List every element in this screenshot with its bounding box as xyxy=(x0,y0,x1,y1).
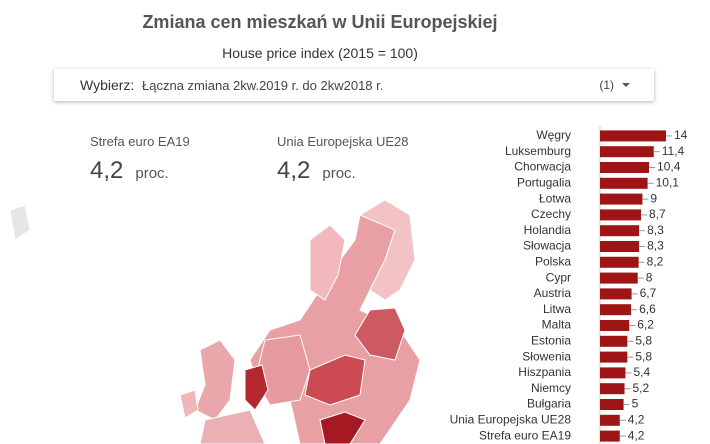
value-label: 8,2 xyxy=(647,254,664,268)
category-label: Unia Europejska UE28 xyxy=(450,412,572,426)
category-label: Litwa xyxy=(543,302,571,316)
bar xyxy=(600,430,620,442)
kpi-value: 4,2 xyxy=(277,157,311,184)
value-label: 5,4 xyxy=(633,365,650,379)
category-label: Słowenia xyxy=(522,349,571,363)
category-label: Łotwa xyxy=(539,191,571,205)
subtitle: House price index (2015 = 100) xyxy=(222,45,418,61)
map-region xyxy=(179,389,199,419)
bar xyxy=(600,351,628,363)
value-label: 8,7 xyxy=(649,207,666,221)
map-region xyxy=(244,364,269,411)
category-label: Chorwacja xyxy=(514,160,571,174)
category-label: Luksemburg xyxy=(505,144,571,158)
kpi-unit: proc. xyxy=(322,165,356,182)
map-region xyxy=(9,204,31,241)
filter-value: Łączna zmiana 2kw.2019 r. do 2kw2018 r. xyxy=(142,78,384,93)
kpi: Strefa euro EA19 4,2 proc. xyxy=(90,134,190,185)
bar xyxy=(600,399,624,410)
value-label: 5,2 xyxy=(633,381,650,395)
category-label: Holandia xyxy=(524,223,572,237)
category-label: Słowacja xyxy=(523,239,571,253)
bar xyxy=(600,225,640,237)
bar xyxy=(600,193,643,205)
bar xyxy=(600,383,625,395)
kpi-label: Unia Europejska UE28 xyxy=(277,134,409,149)
bar xyxy=(600,320,630,331)
dropdown-arrow[interactable] xyxy=(622,83,630,91)
bar xyxy=(600,146,654,158)
value-label: 8,3 xyxy=(647,223,664,237)
map-region xyxy=(304,354,366,406)
category-label: Niemcy xyxy=(531,381,571,395)
bar xyxy=(600,367,626,379)
category-label: Portugalia xyxy=(517,175,571,189)
category-label: Hiszpania xyxy=(518,365,571,379)
category-label: Cypr xyxy=(546,270,571,284)
bar xyxy=(600,414,620,426)
category-label: Bułgaria xyxy=(527,397,571,411)
bar xyxy=(600,241,640,252)
category-label: Czechy xyxy=(531,207,571,221)
bar xyxy=(600,304,632,316)
category-label: Węgry xyxy=(536,128,571,142)
category-label: Strefa euro EA19 xyxy=(479,428,571,442)
value-label: 11,4 xyxy=(662,144,685,158)
value-label: 10,4 xyxy=(657,160,681,174)
filter-dropdown[interactable]: Wybierz: Łączna zmiana 2kw.2019 r. do 2k… xyxy=(54,69,654,101)
bar xyxy=(600,335,628,347)
value-label: 5,8 xyxy=(635,333,652,347)
category-label: Estonia xyxy=(531,333,571,347)
value-label: 6,7 xyxy=(640,286,657,300)
bar xyxy=(600,130,666,142)
kpi-unit: proc. xyxy=(135,165,169,182)
category-label: Austria xyxy=(534,286,572,300)
map-region xyxy=(358,199,416,301)
category-label: Polska xyxy=(535,254,571,268)
bar xyxy=(600,288,632,300)
value-label: 10,1 xyxy=(656,175,680,189)
kpi-value: 4,2 xyxy=(90,157,124,184)
bar xyxy=(600,177,648,189)
kpi: Unia Europejska UE28 4,2 proc. xyxy=(277,134,409,185)
bar xyxy=(600,256,639,268)
value-label: 8 xyxy=(646,270,653,284)
value-label: 6,2 xyxy=(637,318,654,332)
bar xyxy=(600,162,650,173)
bar xyxy=(600,272,638,284)
value-label: 9 xyxy=(650,191,657,205)
filter-count: (1) xyxy=(599,78,614,92)
category-label: Malta xyxy=(542,318,572,332)
value-label: 5,8 xyxy=(635,349,652,363)
bar xyxy=(600,209,642,221)
value-label: 5 xyxy=(632,397,639,411)
value-label: 4,2 xyxy=(628,412,645,426)
title: Zmiana cen mieszkań w Unii Europejskiej xyxy=(142,12,498,32)
map-region xyxy=(319,411,366,444)
map-region xyxy=(194,339,236,421)
map-region xyxy=(354,307,406,361)
map-region xyxy=(309,224,346,301)
map-region xyxy=(199,409,266,444)
value-label: 14 xyxy=(674,128,688,142)
kpi-label: Strefa euro EA19 xyxy=(90,134,190,149)
value-label: 8,3 xyxy=(647,239,664,253)
map xyxy=(9,199,421,444)
filter-label: Wybierz: xyxy=(80,77,135,93)
value-label: 6,6 xyxy=(639,302,656,316)
value-label: 4,2 xyxy=(628,428,645,442)
